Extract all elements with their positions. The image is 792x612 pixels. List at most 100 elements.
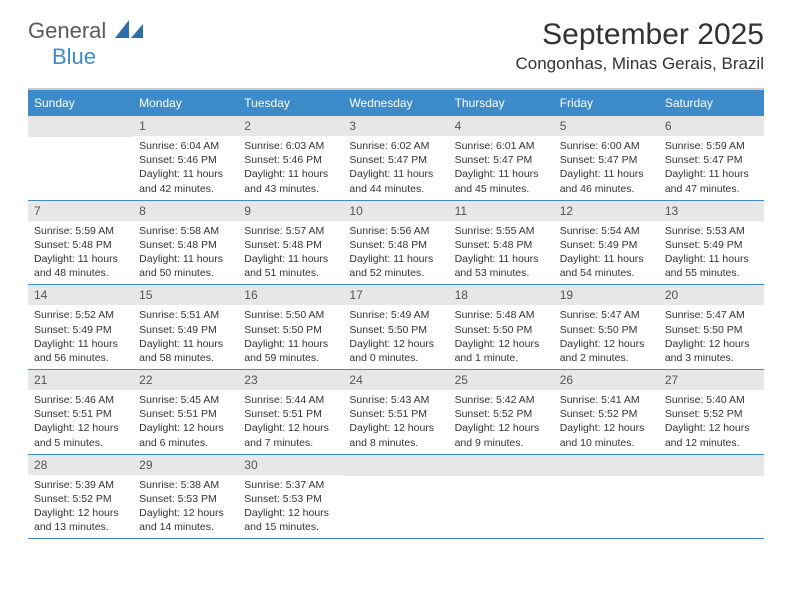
sunset-line: Sunset: 5:48 PM [34,238,127,252]
sunrise-line: Sunrise: 5:49 AM [349,308,442,322]
empty-day-header [343,455,448,476]
sunset-line: Sunset: 5:53 PM [244,492,337,506]
sunrise-line: Sunrise: 5:58 AM [139,224,232,238]
day-cell: 15Sunrise: 5:51 AMSunset: 5:49 PMDayligh… [133,285,238,369]
sunset-line: Sunset: 5:51 PM [139,407,232,421]
sunset-line: Sunset: 5:49 PM [665,238,758,252]
sunset-line: Sunset: 5:47 PM [560,153,653,167]
daylight-line: Daylight: 11 hours and 58 minutes. [139,337,232,365]
day-cell: 18Sunrise: 5:48 AMSunset: 5:50 PMDayligh… [449,285,554,369]
sunset-line: Sunset: 5:49 PM [34,323,127,337]
day-number: 24 [343,370,448,390]
day-body: Sunrise: 5:45 AMSunset: 5:51 PMDaylight:… [133,390,238,454]
day-number: 4 [449,116,554,136]
day-cell: 12Sunrise: 5:54 AMSunset: 5:49 PMDayligh… [554,201,659,285]
logo-text-blue: Blue [52,44,96,69]
day-cell: 5Sunrise: 6:00 AMSunset: 5:47 PMDaylight… [554,116,659,200]
sunrise-line: Sunrise: 5:57 AM [244,224,337,238]
sunset-line: Sunset: 5:51 PM [349,407,442,421]
day-number: 8 [133,201,238,221]
sunset-line: Sunset: 5:51 PM [244,407,337,421]
weeks-container: 1 Sunrise: 6:04 AMSunset: 5:46 PM Daylight… [28,116,764,539]
day-number: 14 [28,285,133,305]
title-block: September 2025 Congonhas, Minas Gerais, … [515,18,764,74]
daylight-line: Daylight: 11 hours and 54 minutes. [560,252,653,280]
day-cell: 2Sunrise: 6:03 AMSunset: 5:46 PMDaylight… [238,116,343,200]
day-cell: 3Sunrise: 6:02 AMSunset: 5:47 PMDaylight… [343,116,448,200]
empty-day-header [449,455,554,476]
sunrise-line: Sunrise: 6:04 AM [139,139,232,153]
sunset-line: Sunset: 5:49 PM [139,323,232,337]
day-number: 27 [659,370,764,390]
day-body: Sunrise: 5:59 AMSunset: 5:48 PMDaylight:… [28,221,133,285]
dow-monday: Monday [133,90,238,116]
daylight-line: Daylight: 12 hours and 1 minute. [455,337,548,365]
daylight-line: Daylight: 12 hours and 3 minutes. [665,337,758,365]
sunset-line: Sunset: 5:51 PM [34,407,127,421]
day-body: Sunrise: 5:57 AMSunset: 5:48 PMDaylight:… [238,221,343,285]
day-body: Sunrise: 5:47 AMSunset: 5:50 PMDaylight:… [554,305,659,369]
day-cell: 28Sunrise: 5:39 AMSunset: 5:52 PMDayligh… [28,455,133,539]
day-number: 13 [659,201,764,221]
day-number: 28 [28,455,133,475]
sunrise-line: Sunrise: 6:00 AM [560,139,653,153]
logo: General Blue [28,18,143,70]
day-cell: 10Sunrise: 5:56 AMSunset: 5:48 PMDayligh… [343,201,448,285]
day-number: 29 [133,455,238,475]
day-cell [28,116,133,200]
daylight-line: Daylight: 11 hours and 45 minutes. [455,167,548,195]
sunset-line: Sunset: 5:52 PM [455,407,548,421]
sunset-line: Sunset: 5:46 PM [139,153,232,167]
day-cell: 20Sunrise: 5:47 AMSunset: 5:50 PMDayligh… [659,285,764,369]
day-cell: 9Sunrise: 5:57 AMSunset: 5:48 PMDaylight… [238,201,343,285]
day-number: 7 [28,201,133,221]
day-body: Sunrise: 5:49 AMSunset: 5:50 PMDaylight:… [343,305,448,369]
day-cell: 14Sunrise: 5:52 AMSunset: 5:49 PMDayligh… [28,285,133,369]
day-body: Sunrise: 5:41 AMSunset: 5:52 PMDaylight:… [554,390,659,454]
daylight-line: Daylight: 11 hours and 51 minutes. [244,252,337,280]
sunrise-line: Sunrise: 5:37 AM [244,478,337,492]
day-number: 9 [238,201,343,221]
day-body: Sunrise: 5:56 AMSunset: 5:48 PMDaylight:… [343,221,448,285]
location: Congonhas, Minas Gerais, Brazil [515,54,764,74]
daylight-line: Daylight: 11 hours and 53 minutes. [455,252,548,280]
sunset-line: Sunset: 5:48 PM [349,238,442,252]
sunset-line: Sunset: 5:52 PM [560,407,653,421]
week-row: 14Sunrise: 5:52 AMSunset: 5:49 PMDayligh… [28,285,764,370]
daylight-line: Daylight: 12 hours and 9 minutes. [455,421,548,449]
sunrise-line: Sunrise: 5:40 AM [665,393,758,407]
header: General Blue September 2025 Congonhas, M… [0,0,792,78]
day-number: 30 [238,455,343,475]
day-body: Sunrise: 5:37 AMSunset: 5:53 PMDaylight:… [238,475,343,539]
daylight-line: Daylight: 11 hours and 52 minutes. [349,252,442,280]
day-number: 2 [238,116,343,136]
sunrise-line: Sunrise: 5:42 AM [455,393,548,407]
day-number: 1 [133,116,238,136]
daylight-line: Daylight: 11 hours and 48 minutes. [34,252,127,280]
day-body: Sunrise: 5:43 AMSunset: 5:51 PMDaylight:… [343,390,448,454]
day-cell: 8 Sunrise: 5:58 AMSunset: 5:48 PMDaylight… [133,201,238,285]
empty-day-header [659,455,764,476]
sunrise-line: Sunrise: 5:46 AM [34,393,127,407]
sunrise-line: Sunrise: 5:45 AM [139,393,232,407]
sunrise-line: Sunrise: 5:59 AM [665,139,758,153]
sunrise-line: Sunrise: 5:55 AM [455,224,548,238]
daylight-line: Daylight: 11 hours and 46 minutes. [560,167,653,195]
days-of-week-row: Sunday Monday Tuesday Wednesday Thursday… [28,90,764,116]
day-cell: 21Sunrise: 5:46 AMSunset: 5:51 PMDayligh… [28,370,133,454]
day-number: 19 [554,285,659,305]
dow-sunday: Sunday [28,90,133,116]
sunrise-line: Sunrise: 6:03 AM [244,139,337,153]
daylight-line: Daylight: 12 hours and 10 minutes. [560,421,653,449]
daylight-line: Daylight: 11 hours and 50 minutes. [139,252,232,280]
day-body: Sunrise: 6:03 AMSunset: 5:46 PMDaylight:… [238,136,343,200]
daylight-line: Daylight: 11 hours and 56 minutes. [34,337,127,365]
dow-tuesday: Tuesday [238,90,343,116]
logo-text-general: General [28,18,106,43]
day-number: 11 [449,201,554,221]
day-number: 3 [343,116,448,136]
sunset-line: Sunset: 5:48 PM [139,238,232,252]
sunrise-line: Sunrise: 5:38 AM [139,478,232,492]
empty-day-header [554,455,659,476]
day-cell: 23Sunrise: 5:44 AMSunset: 5:51 PMDayligh… [238,370,343,454]
